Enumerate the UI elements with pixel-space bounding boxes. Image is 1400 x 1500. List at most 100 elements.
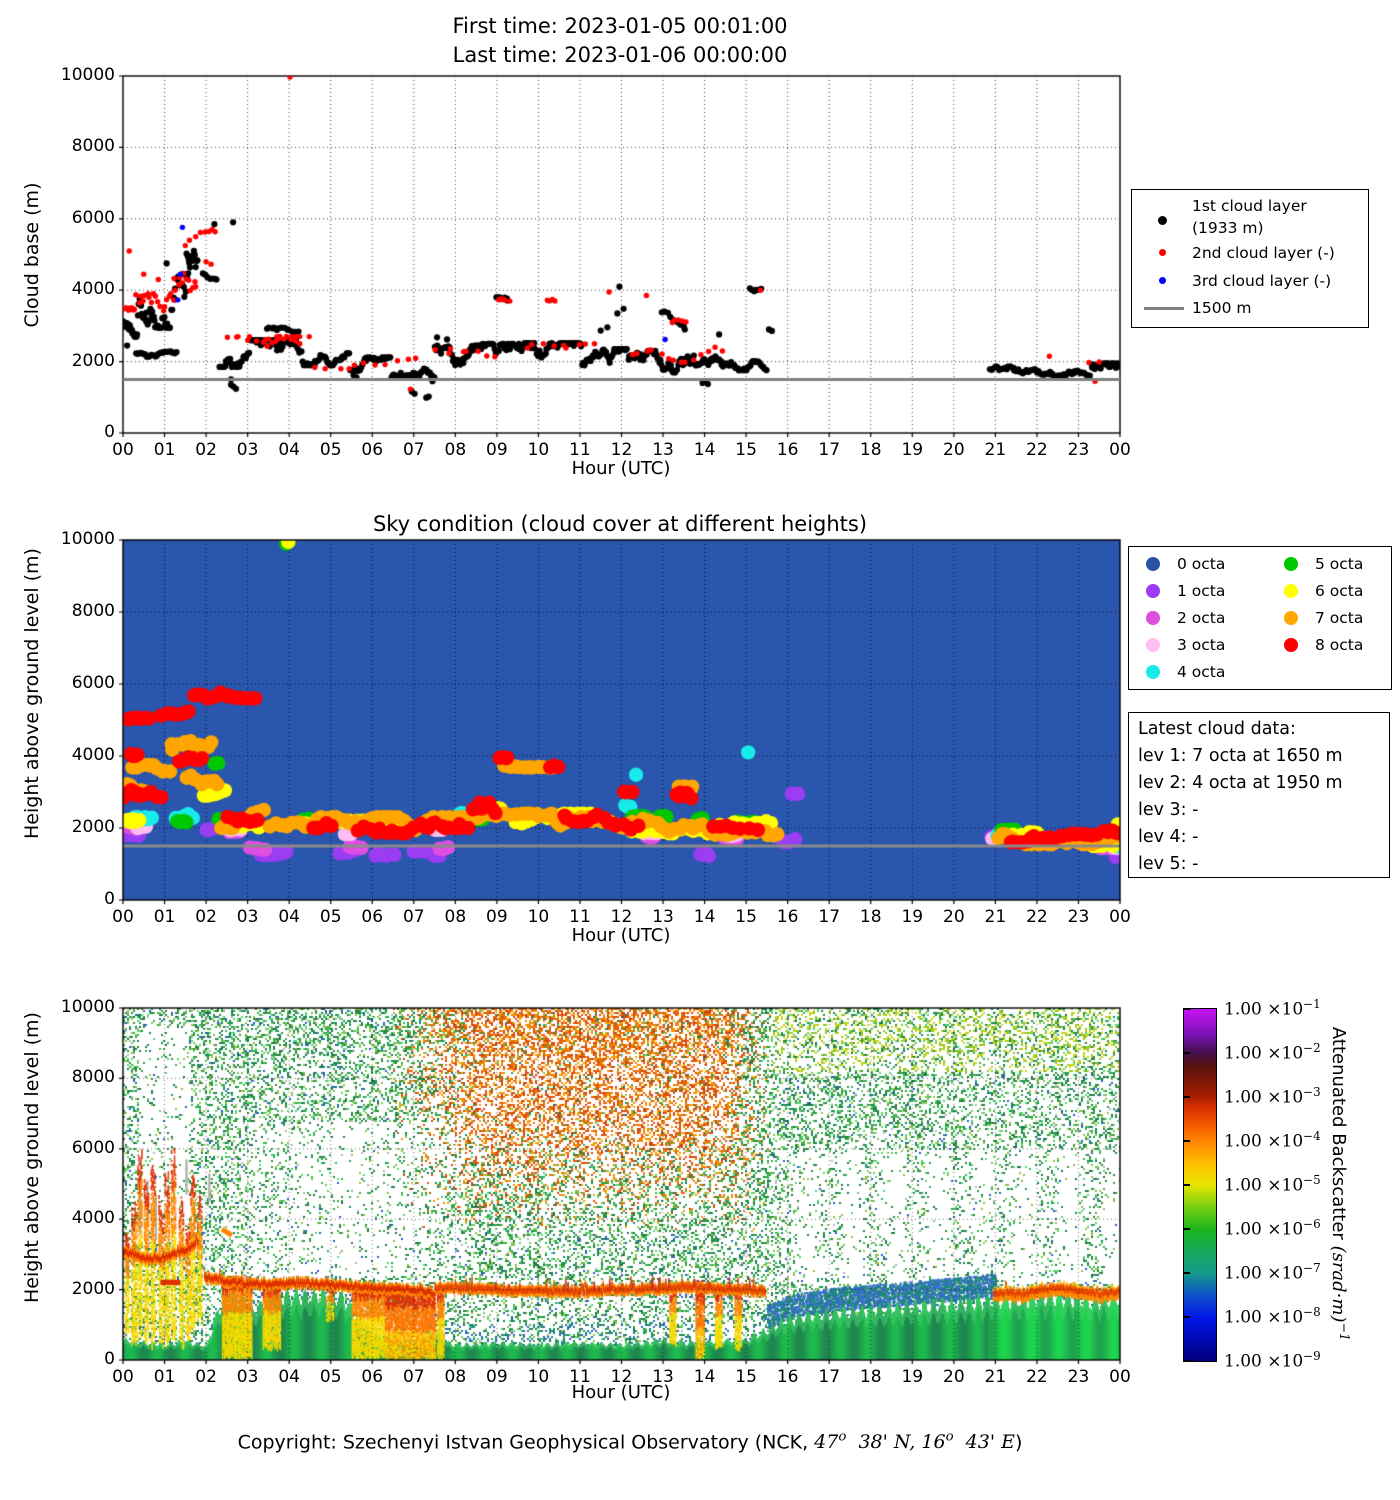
latest-cloud-data-box: Latest cloud data: lev 1: 7 octa at 1650… xyxy=(1128,712,1390,878)
panel3-xtick-1: 01 xyxy=(153,1367,176,1387)
colorbar-tickmark xyxy=(1184,1360,1190,1362)
colorbar-tickmark xyxy=(1184,1052,1190,1054)
octa-0-label: 0 octa xyxy=(1177,555,1226,573)
octa-3-label: 3 octa xyxy=(1177,636,1226,654)
panel3-xtick-14: 14 xyxy=(693,1367,716,1387)
legend-label-2nd-layer: 2nd cloud layer (-) xyxy=(1192,244,1335,262)
panel2-xtick-18: 18 xyxy=(859,907,882,927)
colorbar-tickmark xyxy=(1184,1096,1190,1098)
panel3-ytick-10000: 10000 xyxy=(60,997,115,1017)
panel1-xtick-14: 14 xyxy=(693,440,716,460)
legend-marker-3rd-layer-icon xyxy=(1159,277,1166,284)
panel2-xtick-2: 02 xyxy=(195,907,217,927)
panel1-ytick-4000: 4000 xyxy=(71,279,115,300)
colorbar-tick--9: 1.00 ×10−9 xyxy=(1224,1349,1321,1372)
panel1-xtick-8: 08 xyxy=(444,440,467,460)
latest-cloud-data-line-3: lev 3: - xyxy=(1138,800,1199,820)
panel1-xtick-24: 00 xyxy=(1109,440,1131,460)
panel2-ylabel: Height above ground level (m) xyxy=(21,548,43,839)
panel2-xtick-4: 04 xyxy=(278,907,300,927)
octa-6-label: 6 octa xyxy=(1315,582,1364,600)
colorbar-tick--7: 1.00 ×10−7 xyxy=(1224,1261,1321,1284)
panel1-xtick-15: 15 xyxy=(735,440,757,460)
panel1-xtick-23: 23 xyxy=(1067,440,1090,460)
octa-3-marker-icon xyxy=(1146,638,1160,652)
panel1-xtick-20: 20 xyxy=(943,440,965,460)
legend-label-refline: 1500 m xyxy=(1192,299,1252,317)
colorbar-tick--2: 1.00 ×10−2 xyxy=(1224,1041,1321,1064)
legend-label-1st-layer: 1st cloud layer (1933 m) xyxy=(1192,197,1307,237)
panel3-xtick-13: 13 xyxy=(652,1367,674,1387)
octa-1-marker-icon xyxy=(1146,584,1160,598)
latest-cloud-data-line-2: lev 2: 4 octa at 1950 m xyxy=(1138,773,1343,793)
panel2-xtick-20: 20 xyxy=(943,907,965,927)
panel2-xtick-21: 21 xyxy=(984,907,1007,927)
panel1-xtick-18: 18 xyxy=(859,440,882,460)
panel1-ytick-8000: 8000 xyxy=(71,136,115,157)
panel1-legend: 1st cloud layer (1933 m) 2nd cloud layer … xyxy=(1131,189,1369,328)
panel1-ytick-0: 0 xyxy=(104,422,115,442)
panel3-xtick-2: 02 xyxy=(195,1367,217,1387)
sky-condition-plot-canvas xyxy=(113,530,1130,910)
panel3-ytick-8000: 8000 xyxy=(71,1067,115,1088)
panel3-xtick-20: 20 xyxy=(943,1367,965,1387)
panel3-ytick-4000: 4000 xyxy=(71,1208,115,1229)
panel2-xtick-24: 00 xyxy=(1109,907,1131,927)
panel3-xtick-24: 00 xyxy=(1109,1367,1131,1387)
panel2-xtick-23: 23 xyxy=(1067,907,1090,927)
panel1-xlabel: Hour (UTC) xyxy=(571,458,671,479)
panel3-ytick-6000: 6000 xyxy=(71,1137,115,1158)
panel3-xtick-6: 06 xyxy=(361,1367,384,1387)
backscatter-plot-canvas xyxy=(113,998,1130,1370)
panel2-xlabel: Hour (UTC) xyxy=(571,925,671,946)
latest-cloud-data-lines: lev 1: 7 octa at 1650 m lev 2: 4 octa at … xyxy=(1138,743,1343,878)
panel2-xtick-11: 11 xyxy=(569,907,591,927)
panel2-xtick-19: 19 xyxy=(901,907,924,927)
panel3-xtick-12: 12 xyxy=(610,1367,633,1387)
colorbar-tickmark xyxy=(1184,1316,1190,1318)
legend-marker-refline-icon xyxy=(1144,307,1184,310)
panel3-xtick-0: 00 xyxy=(112,1367,134,1387)
panel2-xtick-12: 12 xyxy=(610,907,633,927)
panel2-xtick-16: 16 xyxy=(776,907,799,927)
panel3-xtick-7: 07 xyxy=(402,1367,425,1387)
octa-2-marker-icon xyxy=(1146,611,1160,625)
octa-4-label: 4 octa xyxy=(1177,663,1226,681)
panel2-xtick-22: 22 xyxy=(1026,907,1048,927)
colorbar-tickmark xyxy=(1184,1184,1190,1186)
panel1-xtick-19: 19 xyxy=(901,440,924,460)
colorbar-tick--8: 1.00 ×10−8 xyxy=(1224,1305,1321,1328)
octa-6-marker-icon xyxy=(1284,584,1298,598)
panel2-xtick-3: 03 xyxy=(236,907,259,927)
colorbar-tick--1: 1.00 ×10−1 xyxy=(1224,997,1321,1020)
panel3-xtick-21: 21 xyxy=(984,1367,1007,1387)
legend-label-3rd-layer: 3rd cloud layer (-) xyxy=(1192,272,1332,290)
panel3-xlabel: Hour (UTC) xyxy=(571,1382,671,1403)
panel2-xtick-10: 10 xyxy=(527,907,550,927)
panel1-xtick-22: 22 xyxy=(1026,440,1048,460)
panel3-xtick-22: 22 xyxy=(1026,1367,1048,1387)
panel2-xtick-13: 13 xyxy=(652,907,674,927)
colorbar-tickmark xyxy=(1184,1008,1190,1010)
colorbar-tick--4: 1.00 ×10−4 xyxy=(1224,1129,1321,1152)
panel3-xtick-11: 11 xyxy=(569,1367,591,1387)
panel3-xtick-3: 03 xyxy=(236,1367,259,1387)
colorbar-tickmark xyxy=(1184,1140,1190,1142)
panel2-xtick-1: 01 xyxy=(153,907,176,927)
colorbar-tick--6: 1.00 ×10−6 xyxy=(1224,1217,1321,1240)
panel2-xtick-14: 14 xyxy=(693,907,716,927)
octa-4-marker-icon xyxy=(1146,665,1160,679)
panel2-xtick-6: 06 xyxy=(361,907,384,927)
latest-cloud-data-line-4: lev 4: - xyxy=(1138,827,1199,847)
panel1-xtick-11: 11 xyxy=(569,440,591,460)
panel1-ytick-10000: 10000 xyxy=(60,65,115,85)
latest-cloud-data-line-5: lev 5: - xyxy=(1138,854,1199,874)
colorbar-tickmark xyxy=(1184,1228,1190,1230)
octa-1-label: 1 octa xyxy=(1177,582,1226,600)
panel1-xtick-4: 04 xyxy=(278,440,300,460)
panel3-xtick-8: 08 xyxy=(444,1367,467,1387)
panel2-xtick-5: 05 xyxy=(319,907,342,927)
panel2-ytick-10000: 10000 xyxy=(60,529,115,549)
panel2-xtick-9: 09 xyxy=(486,907,508,927)
panel1-xtick-16: 16 xyxy=(776,440,799,460)
